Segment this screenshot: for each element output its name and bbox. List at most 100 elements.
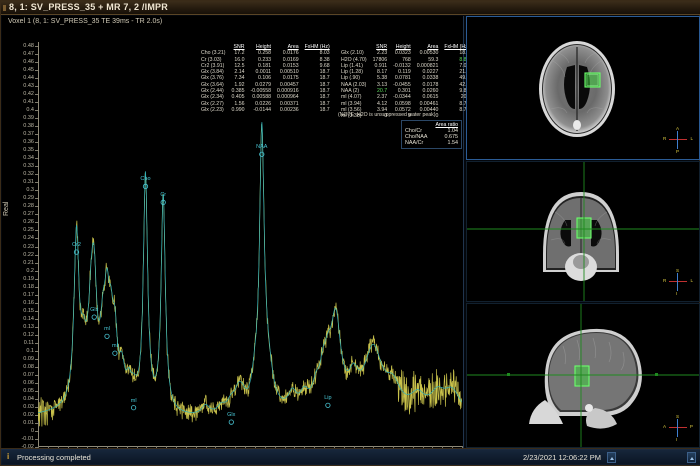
table-cell: 18.7 (319, 106, 330, 113)
x-axis-minor-tick (225, 446, 227, 448)
table-cell: 0.911 (374, 62, 388, 69)
x-axis-minor-tick (422, 446, 424, 448)
table-cell: 0.385 (231, 88, 245, 95)
y-axis-tick-mark (35, 214, 38, 216)
table-cell: 12.5 (234, 62, 245, 69)
ratio-header: Area ratio (435, 122, 458, 128)
y-axis-tick-label: 0.25 (23, 227, 34, 234)
x-axis-minor-tick (87, 446, 89, 448)
y-axis-tick-label: 0.2 (26, 267, 34, 274)
peak-marker (104, 333, 110, 339)
y-axis-tick-mark (35, 447, 38, 448)
x-axis-minor-tick (392, 446, 394, 448)
y-axis-tick-label: 0.33 (23, 163, 34, 170)
table-cell: 0.00457 (279, 81, 299, 88)
table-cell: 0.0175 (282, 75, 299, 82)
axial-image-canvas (467, 17, 699, 159)
voxel-marker-sagittal (574, 365, 590, 387)
table-cell: 8.79 (459, 106, 470, 113)
y-axis-tick-mark (35, 166, 38, 168)
table-cell: 0.00530 (419, 50, 439, 57)
titlebar-marker (3, 5, 6, 11)
ratio-value: 1.54 (447, 140, 458, 146)
table-cell: 0.0227 (422, 69, 439, 76)
spinner-up-button-2[interactable] (687, 452, 696, 463)
y-axis-tick-label: 0.1 (26, 347, 34, 354)
y-axis-tick-mark (35, 110, 38, 112)
y-axis-tick-label: 0.47 (23, 51, 34, 58)
orientation-indicator-sagittal: S I A P (663, 414, 693, 442)
info-icon: i (7, 452, 10, 461)
coronal-brain-image[interactable]: S I R L (466, 161, 700, 302)
table-cell: 3.13 (377, 81, 388, 88)
window-title: 8, 1: SV_PRESS_35 + MR 7, 2 /IMPR (9, 2, 168, 12)
table-cell: Cr (3.03) (201, 56, 222, 63)
sagittal-brain-image[interactable]: S I A P (466, 303, 700, 448)
metabolite-table-right: SNR Height Area FxHM (Hz) Glx (2.10) 2.23 0.0… (338, 44, 472, 120)
y-axis-tick-label: 0.23 (23, 243, 34, 250)
y-axis-tick-mark (35, 238, 38, 240)
table-cell: Glx (2.44) (201, 88, 224, 95)
orientation-indicator-axial: A P R L (663, 126, 693, 154)
table-cell: 59.3 (428, 56, 439, 63)
x-axis-minor-tick (176, 446, 178, 448)
peak-marker (259, 151, 265, 157)
table-cell: Lip (.90) (341, 75, 361, 82)
x-axis-minor-tick (442, 446, 444, 448)
y-axis-tick-label: -0.02 (21, 444, 34, 450)
table-cell: 17806 (372, 56, 388, 63)
y-axis-tick-mark (35, 294, 38, 296)
axial-brain-image[interactable]: A P R L (466, 16, 700, 160)
peak-marker (112, 350, 118, 356)
y-axis-tick-mark (35, 198, 38, 200)
y-axis-line (38, 42, 39, 447)
table-cell: 0.0260 (422, 88, 439, 95)
y-axis-label: Real (3, 201, 10, 216)
table-cell: 0.258 (258, 50, 271, 57)
y-axis-tick-mark (35, 350, 38, 352)
table-cell: 0.0011 (255, 69, 271, 76)
table-row: ml (4.07) 2.37 -0.0344 0.0615205 (338, 94, 472, 100)
table-cell: 0.000916 (276, 88, 299, 95)
table-cell: 1.56 (234, 100, 245, 107)
table-column-header: Area (287, 44, 299, 50)
x-axis-minor-tick (77, 446, 79, 448)
y-axis-tick-mark (35, 118, 38, 120)
table-cell: 0.0153 (282, 62, 299, 69)
peak-label: ml (104, 326, 110, 333)
y-axis-tick-label: 0.19 (23, 275, 34, 282)
table-cell: 5.38 (377, 75, 388, 82)
coronal-image-canvas (467, 162, 699, 301)
table-column-header: SNR (233, 44, 245, 50)
window-titlebar[interactable]: 8, 1: SV_PRESS_35 + MR 7, 2 /IMPR (1, 1, 700, 15)
table-cell: 0.0279 (255, 81, 271, 88)
table-row: Glx (2.34) 0.405 0.00588 0.000964 18.7 (198, 94, 333, 100)
peak-label: Glx (227, 412, 236, 419)
table-cell: 0.181 (258, 62, 271, 69)
peak-label: ml (130, 397, 137, 404)
spectrum-panel[interactable]: Voxel 1 (8, 1: SV_PRESS_35 TE 39ms - TR … (2, 16, 469, 462)
y-axis-tick-mark (35, 374, 38, 376)
y-axis-tick-mark (35, 262, 38, 264)
status-bar-inner (2, 450, 700, 464)
status-message: Processing completed (17, 453, 91, 462)
y-axis-tick-label: 0.22 (23, 251, 34, 258)
x-axis-minor-tick (284, 446, 286, 448)
x-axis-minor-tick (452, 446, 454, 448)
y-axis-tick-mark (35, 334, 38, 336)
y-axis-tick-mark (35, 86, 38, 88)
y-axis-tick-mark (35, 398, 38, 400)
table-row: NAA (2.03) 3.13 -0.0455 0.0178 42.7 (338, 82, 472, 88)
table-cell: Glx (3.76) (201, 75, 224, 82)
y-axis-tick-mark (35, 222, 38, 224)
y-axis-tick-mark (35, 246, 38, 248)
y-axis-tick-mark (35, 102, 38, 104)
x-axis-minor-tick (323, 446, 325, 448)
x-axis-minor-tick (57, 446, 59, 448)
peak-label: Cr (160, 192, 167, 199)
table-cell: 0.0323 (394, 50, 411, 57)
spinner-up-button-1[interactable] (607, 452, 616, 463)
voxel-marker-axial (584, 72, 601, 88)
x-axis-minor-tick (314, 446, 316, 448)
water-peak-note: (NOTE: H2O is unsuppressed water peak) (338, 112, 436, 118)
